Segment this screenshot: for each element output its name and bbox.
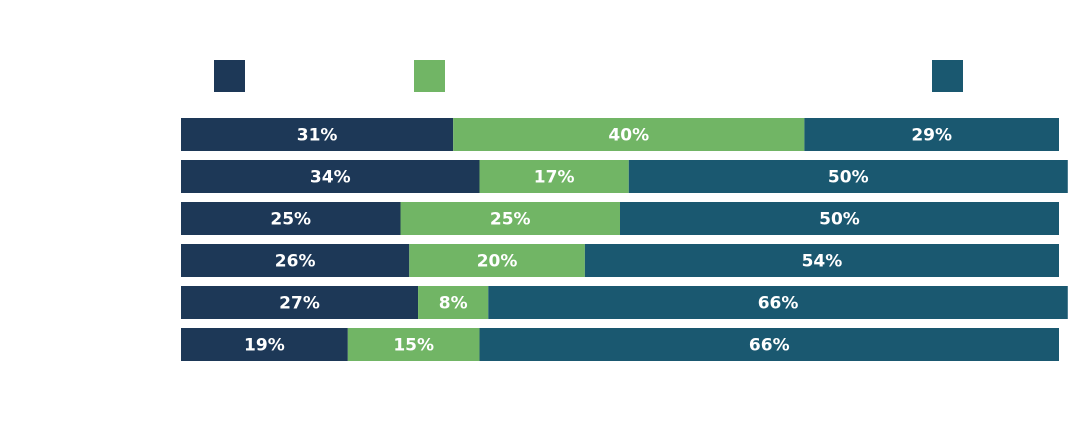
data-label: 26% [275, 252, 316, 272]
data-label: 8% [439, 294, 468, 314]
bar-segment [620, 202, 1059, 235]
data-label: 20% [477, 252, 518, 272]
data-label: 34% [310, 168, 351, 188]
data-label: 17% [534, 168, 575, 188]
bar-segment [453, 118, 805, 151]
data-label: 19% [244, 336, 285, 356]
bar-segment [181, 244, 410, 277]
bar-segment [181, 202, 401, 235]
data-label: 50% [819, 210, 860, 230]
bar-segment [409, 244, 585, 277]
data-label: 50% [828, 168, 869, 188]
data-label: 25% [490, 210, 531, 230]
bar-segment [181, 160, 480, 193]
bar-segment [181, 328, 348, 361]
bar-segment [400, 202, 620, 235]
data-label: 54% [802, 252, 843, 272]
legend-swatch [932, 60, 963, 92]
data-label: 15% [393, 336, 434, 356]
bar-segment [181, 118, 454, 151]
bar-segment [479, 160, 629, 193]
data-label: 31% [297, 126, 338, 146]
data-label: 27% [279, 294, 320, 314]
bar-segment [347, 328, 480, 361]
bar-segment [479, 328, 1059, 361]
data-label: 66% [758, 294, 799, 314]
bar-segment [628, 160, 1068, 193]
data-label: 25% [270, 210, 311, 230]
data-label: 29% [911, 126, 952, 146]
legend-swatch [414, 60, 445, 92]
bar-segment [584, 244, 1059, 277]
data-label: 40% [608, 126, 649, 146]
bar-segment [181, 286, 419, 319]
bar-segment [488, 286, 1068, 319]
data-label: 66% [749, 336, 790, 356]
bar-segment [418, 286, 489, 319]
legend-swatch [214, 60, 245, 92]
bar-segment [804, 118, 1059, 151]
